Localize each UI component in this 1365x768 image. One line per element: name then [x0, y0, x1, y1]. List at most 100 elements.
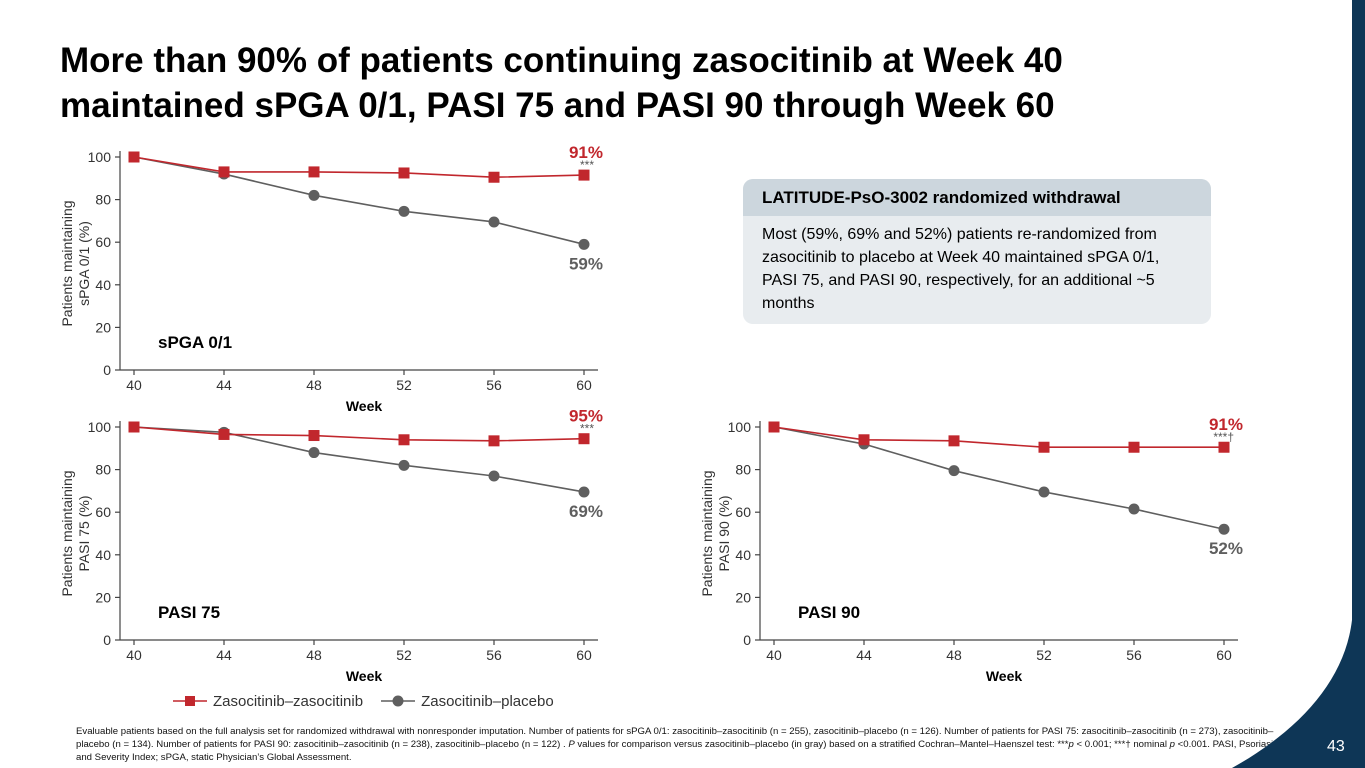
footnote: Evaluable patients based on the full ana…: [76, 725, 1301, 764]
data-point-placebo: [1128, 503, 1140, 515]
end-label-zasocitinib: 91%: [1209, 415, 1243, 434]
series-line-placebo: [133, 426, 585, 493]
legend-label-placebo: Zasocitinib–placebo: [421, 692, 554, 710]
footnote-part-3: < 0.001; ***† nominal: [1073, 739, 1170, 750]
data-point-zasocitinib: [308, 166, 320, 178]
data-point-zasocitinib: [398, 167, 410, 179]
end-label-placebo: 69%: [569, 502, 603, 521]
series-line-zasocitinib: [133, 156, 585, 179]
y-tick-label: 60: [735, 504, 751, 520]
y-tick-label: 20: [95, 589, 111, 605]
panel-label: sPGA 0/1: [158, 333, 232, 352]
data-point-placebo: [398, 459, 410, 471]
x-tick-label: 48: [306, 647, 322, 663]
chart-legend: Zasocitinib–zasocitinib Zasocitinib–plac…: [173, 690, 572, 712]
data-point-placebo: [398, 205, 410, 217]
title-line-2: maintained sPGA 0/1, PASI 75 and PASI 90…: [60, 86, 1055, 125]
y-tick-label: 100: [88, 149, 112, 165]
x-tick-label: 52: [396, 647, 412, 663]
data-point-placebo: [578, 486, 590, 498]
series-line-zasocitinib: [773, 426, 1224, 449]
end-label-placebo: 59%: [569, 254, 603, 273]
data-point-zasocitinib: [1218, 441, 1230, 453]
footnote-p3: p: [1169, 739, 1175, 750]
data-point-zasocitinib: [1038, 441, 1050, 453]
x-tick-label: 40: [126, 377, 142, 393]
footnote-p2: p: [1068, 739, 1074, 750]
x-tick-label: 60: [576, 647, 592, 663]
legend-circle-marker-icon: [381, 695, 416, 707]
x-tick-label: 52: [1036, 647, 1052, 663]
data-point-placebo: [488, 470, 500, 482]
data-point-placebo: [578, 238, 590, 250]
data-point-zasocitinib: [128, 421, 140, 433]
legend-label-zasocitinib: Zasocitinib–zasocitinib: [213, 692, 364, 710]
data-point-zasocitinib: [128, 151, 140, 163]
data-point-zasocitinib: [488, 435, 500, 447]
slide-title: More than 90% of patients continuing zas…: [60, 38, 1260, 128]
data-point-placebo: [948, 465, 960, 477]
data-point-zasocitinib: [218, 166, 230, 178]
footnote-part-4: <0.001. PASI, Psoriasis Area and Severit…: [76, 739, 1301, 763]
pasi90-chart: 0 20 40 60 80 100 40 44 48 52 56 60 Week Patients mai…: [699, 415, 1243, 684]
data-point-placebo: [1038, 486, 1050, 498]
footnote-p: P: [568, 739, 575, 750]
pasi75-chart: 0 20 40 60 80 100 40 44 48 52 56 60 Week Patients mai…: [59, 407, 603, 684]
panel-label: PASI 90: [798, 603, 860, 622]
significance-marker: ***: [580, 422, 594, 436]
y-axis-title-line-2: PASI 75 (%): [76, 496, 92, 572]
x-tick-label: 60: [1216, 647, 1232, 663]
spga-chart: 0 20 40 60 80 100 40 44 48 52 56 60 Week Patients mai…: [59, 143, 603, 414]
x-tick-label: 44: [216, 647, 232, 663]
data-point-zasocitinib: [948, 435, 960, 447]
x-tick-label: 56: [486, 647, 502, 663]
data-point-placebo: [308, 189, 320, 201]
x-axis-title: Week: [986, 668, 1023, 684]
callout-box: LATITUDE-PsO-3002 randomized withdrawal …: [743, 179, 1211, 324]
data-point-zasocitinib: [858, 434, 870, 446]
y-tick-label: 40: [95, 277, 111, 293]
y-tick-label: 0: [103, 632, 111, 648]
footnote-part-1: Evaluable patients based on the full ana…: [76, 726, 1274, 750]
data-point-zasocitinib: [308, 430, 320, 442]
x-tick-label: 48: [946, 647, 962, 663]
callout-heading: LATITUDE-PsO-3002 randomized withdrawal: [743, 179, 1211, 216]
data-point-zasocitinib: [578, 169, 590, 181]
y-tick-label: 60: [95, 234, 111, 250]
legend-square-marker-icon: [173, 696, 207, 706]
y-axis-title-line-1: Patients maintaining: [699, 470, 715, 596]
x-tick-label: 56: [486, 377, 502, 393]
data-point-placebo: [488, 216, 500, 228]
x-tick-label: 44: [856, 647, 872, 663]
y-tick-label: 40: [95, 547, 111, 563]
x-tick-label: 48: [306, 377, 322, 393]
x-tick-label: 40: [766, 647, 782, 663]
series-line-placebo: [773, 426, 1225, 531]
significance-marker: ***†: [1213, 430, 1234, 444]
y-tick-label: 20: [95, 319, 111, 335]
panel-label: PASI 75: [158, 603, 220, 622]
y-axis-title-line-2: sPGA 0/1 (%): [76, 221, 92, 306]
data-point-zasocitinib: [1128, 441, 1140, 453]
y-axis-title-line-2: PASI 90 (%): [716, 496, 732, 572]
x-tick-label: 56: [1126, 647, 1142, 663]
y-tick-label: 60: [95, 504, 111, 520]
y-tick-label: 80: [95, 192, 111, 208]
x-tick-label: 40: [126, 647, 142, 663]
y-tick-label: 80: [95, 462, 111, 478]
y-tick-label: 20: [735, 589, 751, 605]
data-point-placebo: [1218, 523, 1230, 535]
data-point-zasocitinib: [578, 433, 590, 445]
x-tick-label: 52: [396, 377, 412, 393]
data-point-zasocitinib: [768, 421, 780, 433]
footnote-part-2: values for comparison versus zasocitinib…: [574, 739, 1069, 750]
data-point-zasocitinib: [398, 434, 410, 446]
y-axis-title-line-1: Patients maintaining: [59, 200, 75, 326]
y-tick-label: 40: [735, 547, 751, 563]
data-point-zasocitinib: [218, 428, 230, 440]
series-line-zasocitinib: [133, 426, 585, 442]
end-label-zasocitinib: 91%: [569, 143, 603, 162]
series-line-placebo: [133, 156, 585, 246]
corner-shape: [1232, 0, 1365, 768]
